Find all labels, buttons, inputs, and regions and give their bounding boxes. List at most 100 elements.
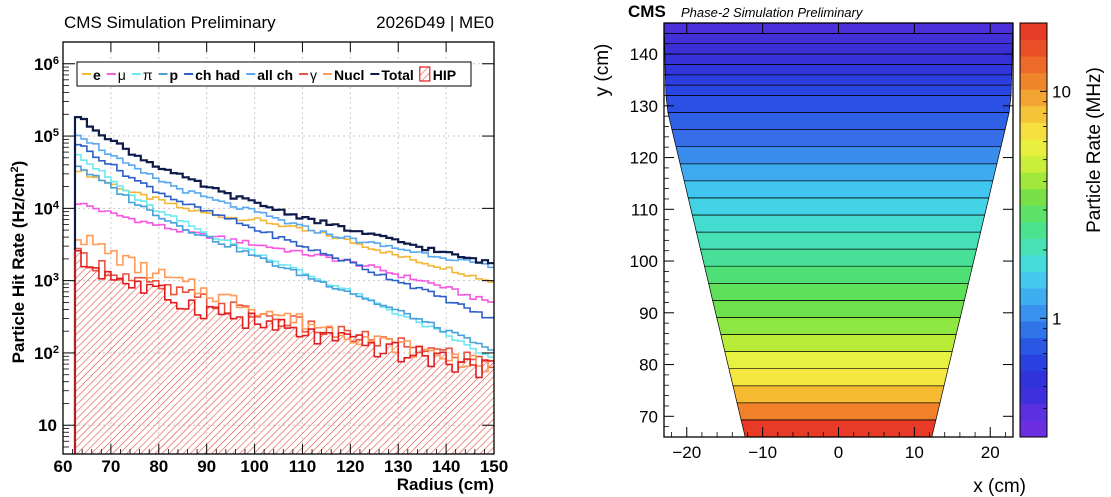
hip-hatched-area bbox=[74, 250, 494, 454]
x-tick-label: −10 bbox=[748, 443, 777, 462]
legend-label: γ bbox=[310, 67, 317, 83]
chamber-strip bbox=[664, 43, 1013, 55]
chamber-strip bbox=[712, 300, 965, 318]
left-x-axis-label: Radius (cm) bbox=[397, 475, 494, 494]
legend-label: e bbox=[93, 67, 101, 83]
series-line-π bbox=[74, 153, 494, 454]
colorbar-tick-label: 1 bbox=[1052, 309, 1061, 328]
colorbar-cell bbox=[1020, 354, 1047, 372]
x-tick-label: −20 bbox=[672, 443, 701, 462]
chamber-strip bbox=[708, 282, 969, 301]
legend-label: Nucl bbox=[334, 67, 364, 83]
left-x-axis: 60 70 80 90 100 110 120 130 140 150 bbox=[54, 42, 508, 476]
x-tick-label: 150 bbox=[480, 457, 508, 476]
y-tick-label: 10 bbox=[38, 416, 57, 435]
legend-entry: μ bbox=[106, 67, 126, 83]
x-tick-label: 100 bbox=[240, 457, 268, 476]
colorbar bbox=[1020, 23, 1047, 438]
legend-label: p bbox=[170, 67, 179, 83]
chamber-strip bbox=[665, 84, 1012, 96]
chamber-strip bbox=[695, 231, 982, 250]
colorbar-cell bbox=[1020, 138, 1047, 156]
colorbar-cell bbox=[1020, 271, 1047, 289]
y-tick-label: 110 bbox=[631, 200, 658, 219]
chamber-strip bbox=[704, 265, 973, 284]
series-line-p bbox=[74, 165, 494, 454]
legend-entry: HIP bbox=[419, 66, 456, 83]
x-tick-label: 140 bbox=[432, 457, 460, 476]
x-tick-label: 90 bbox=[197, 457, 216, 476]
chamber-strip bbox=[667, 112, 1010, 130]
hip-fill bbox=[74, 250, 494, 454]
legend-swatch bbox=[419, 66, 431, 82]
chamber-strip bbox=[687, 197, 990, 216]
right-y-axis: 70 80 90 100 110 120 130 140 bbox=[630, 32, 1013, 428]
x-tick-label: 20 bbox=[981, 443, 1000, 462]
legend-items: e μ π p ch had all ch γ Nucl Total HIP bbox=[82, 66, 456, 83]
series-line-Total bbox=[73, 116, 494, 454]
x-tick-label: 130 bbox=[384, 457, 412, 476]
chamber-strip bbox=[736, 402, 941, 421]
chamber-strip bbox=[728, 368, 949, 387]
left-y-axis: 10 102 103 104 105 106 bbox=[34, 41, 494, 455]
legend-entry: p bbox=[158, 67, 179, 83]
chamber-strips bbox=[663, 22, 1014, 438]
y-tick-label: 80 bbox=[639, 356, 658, 375]
colorbar-cell bbox=[1020, 287, 1047, 306]
legend-entry: Total bbox=[370, 67, 414, 83]
colorbar-axis: 1 10 bbox=[1040, 22, 1071, 410]
series-line-all-ch bbox=[74, 134, 494, 454]
colorbar-cell bbox=[1020, 155, 1047, 173]
series-line-μ bbox=[74, 202, 494, 454]
y-tick-label: 70 bbox=[639, 407, 658, 426]
y-tick-label: 140 bbox=[630, 45, 658, 64]
left-y-axis-label: Particle Hit Rate (Hz/cm2) bbox=[9, 161, 28, 364]
chamber-strip bbox=[665, 74, 1012, 86]
colorbar-frame bbox=[1019, 22, 1048, 438]
right-x-axis-label: x (cm) bbox=[973, 476, 1026, 497]
legend-label: μ bbox=[118, 67, 126, 83]
colorbar-cell bbox=[1020, 337, 1047, 355]
colorbar-cell bbox=[1020, 23, 1047, 41]
y-tick-label: 106 bbox=[34, 55, 59, 74]
colorbar-cell bbox=[1020, 254, 1047, 272]
colorbar-label: Particle Rate (MHz) bbox=[1084, 67, 1105, 233]
colorbar-cell bbox=[1020, 420, 1047, 438]
right-title: CMS bbox=[628, 2, 666, 21]
y-tick-label: 130 bbox=[630, 97, 658, 116]
colorbar-cell bbox=[1020, 56, 1047, 74]
series-line-ch-had bbox=[74, 143, 494, 454]
colorbar-cell bbox=[1020, 188, 1047, 206]
x-tick-label: 10 bbox=[905, 443, 924, 462]
chamber-strip bbox=[671, 129, 1006, 148]
x-tick-label: 110 bbox=[289, 457, 316, 476]
legend-entry: π bbox=[131, 67, 153, 83]
colorbar-cell bbox=[1020, 172, 1047, 190]
left-header-tag: 2026D49 | ME0 bbox=[376, 13, 494, 32]
legend-label: π bbox=[143, 67, 153, 83]
chamber-strip bbox=[724, 351, 953, 370]
legend-box bbox=[76, 61, 472, 87]
colorbar-cell bbox=[1020, 221, 1047, 239]
left-plot-frame bbox=[62, 41, 495, 455]
chamber-strip bbox=[683, 180, 994, 199]
chamber-strip bbox=[691, 214, 986, 233]
legend-label: all ch bbox=[257, 67, 293, 83]
right-y-axis-label: y (cm) bbox=[592, 44, 613, 97]
chamber-rate-map: CMS Phase-2 Simulation Preliminary −20 −1… bbox=[592, 2, 1105, 497]
right-x-axis: −20 −10 0 10 20 bbox=[671, 23, 1006, 462]
x-tick-label: 0 bbox=[834, 443, 843, 462]
legend-entry: γ bbox=[299, 67, 317, 83]
legend-entry: Nucl bbox=[323, 67, 364, 83]
x-tick-label: 70 bbox=[101, 457, 120, 476]
colorbar-cell bbox=[1020, 39, 1047, 57]
series-line-e bbox=[74, 169, 494, 454]
chamber-strip bbox=[665, 95, 1012, 113]
x-tick-label: 80 bbox=[149, 457, 168, 476]
chamber-strip bbox=[664, 53, 1013, 65]
colorbar-cell bbox=[1020, 89, 1047, 107]
y-tick-label: 105 bbox=[34, 127, 59, 146]
y-tick-label: 100 bbox=[630, 252, 658, 271]
left-header-title: CMS Simulation Preliminary bbox=[64, 13, 276, 32]
chamber-strip bbox=[699, 248, 978, 267]
